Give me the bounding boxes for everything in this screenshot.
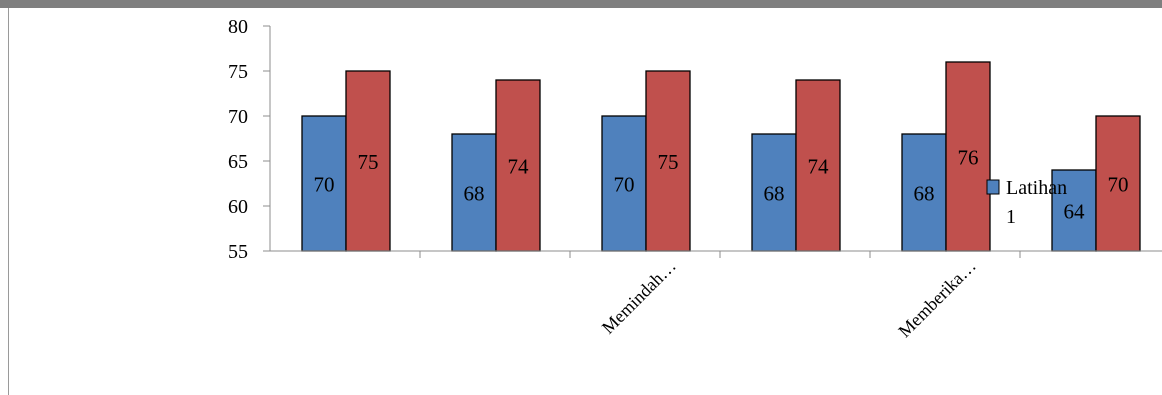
data-label: 70 [1108,173,1129,197]
y-tick-label: 75 [228,61,248,83]
bar-series-1-cat-2[interactable] [451,133,497,252]
bar-series-1-cat-3[interactable] [601,115,647,252]
y-tick-label: 80 [228,16,248,38]
y-axis-ticks: 55 60 65 70 75 80 [228,16,270,263]
data-label: 68 [464,182,485,206]
bar-series-2-cat-2[interactable] [495,79,541,252]
bar-series-2-cat-4[interactable] [795,79,841,252]
data-label: 75 [358,150,379,174]
data-label: 76 [958,146,979,170]
bar-series-1-cat-6[interactable] [1051,169,1097,252]
top-border-bar [0,0,1162,8]
bar-series-2-cat-6[interactable] [1095,115,1141,252]
data-labels: 70 68 70 68 68 64 75 74 75 74 76 70 [314,146,1129,224]
left-border-rule [8,8,9,395]
data-label: 68 [914,182,935,206]
y-tick-label: 65 [228,151,248,173]
legend-swatch-latihan-1[interactable] [986,179,1000,195]
y-tick-label: 55 [228,241,248,263]
bar-series-1-cat-5[interactable] [901,133,947,252]
axes [269,26,1162,258]
data-label: 74 [508,155,530,179]
x-category-label: Memindah… [598,256,680,338]
data-label: 64 [1064,200,1086,224]
x-axis-labels: Memindah… Memberika… [598,256,980,342]
legend-label: Latihan 1 [1006,177,1067,228]
bar-series-2-cat-3[interactable] [645,70,691,252]
data-label: 70 [314,173,335,197]
legend: Latihan 1 [986,177,1067,228]
data-label: 74 [808,155,830,179]
bar-series-2-cat-1[interactable] [345,70,391,252]
x-category-label: Memberika… [894,256,980,342]
data-label: 68 [764,182,785,206]
y-tick-label: 60 [228,196,248,218]
data-label: 70 [614,173,635,197]
data-label: 75 [658,150,679,174]
bars [301,61,1141,252]
y-tick-label: 70 [228,106,248,128]
bar-series-2-cat-5[interactable] [945,61,991,252]
